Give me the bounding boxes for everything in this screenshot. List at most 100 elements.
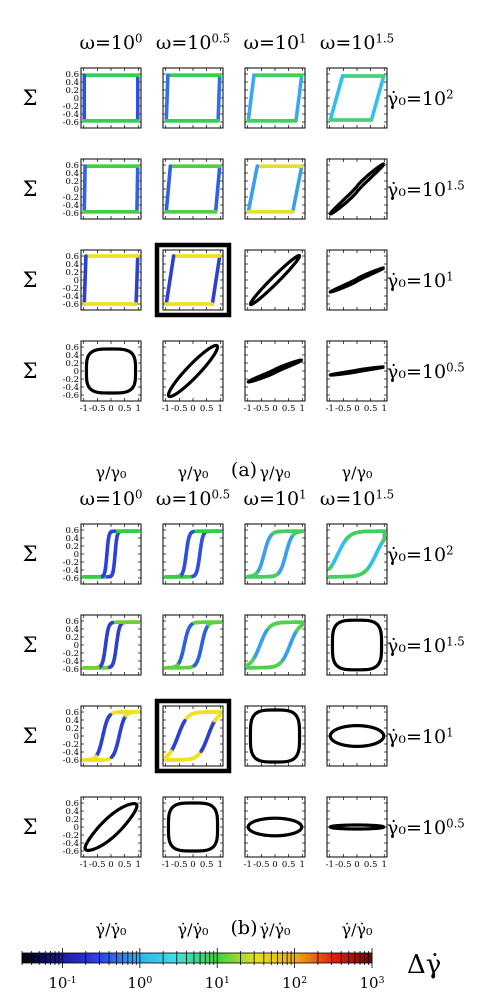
- loop-path: [330, 618, 384, 672]
- y-tick-label: 0.4: [65, 351, 79, 361]
- y-tick-label: 0.4: [65, 169, 79, 179]
- loop-curve: [82, 73, 140, 123]
- y-tick-label: 0.2: [65, 86, 79, 96]
- loop-path: [83, 802, 139, 852]
- loop-path: [246, 358, 304, 384]
- y-tick-label: 0: [74, 641, 79, 651]
- y-tick-label: -0.4: [63, 292, 79, 302]
- subplot: -1 -0.5 0 0.5 1: [162, 340, 224, 414]
- y-tick-label: 0: [74, 732, 79, 742]
- loop-curve: [246, 620, 304, 670]
- x-tick-label: 0.5: [364, 860, 378, 870]
- x-tick-label: -0.5: [89, 860, 105, 870]
- subplot: -1 -0.5 0 0.5 1: [244, 340, 306, 414]
- subplot: [244, 67, 306, 129]
- y-tick-label: -0.6: [63, 756, 79, 766]
- y-tick-label: 0.4: [65, 78, 79, 88]
- loop-segment: [82, 164, 87, 214]
- y-tick-label: -0.6: [63, 665, 79, 675]
- y-tick-label: -0.6: [63, 118, 79, 128]
- x-tick-label: 0: [354, 404, 359, 414]
- x-tick-label: 0.5: [118, 404, 132, 414]
- subplot: 0.60.40.20-0.2-0.4-0.6: [63, 158, 142, 220]
- loop-curve: [166, 343, 220, 399]
- y-tick-label: -0.2: [63, 193, 79, 203]
- subplot: [244, 249, 306, 311]
- column-header: ω=101.5: [320, 488, 394, 510]
- panel-label: (b): [231, 917, 258, 939]
- x-tick-label: -0.5: [171, 404, 187, 414]
- loop-segment: [210, 254, 222, 306]
- subplot: [326, 523, 388, 585]
- loop-curve: [248, 708, 302, 764]
- x-axis-label: γ/γ₀: [178, 463, 209, 482]
- subplot-frame: [162, 67, 224, 129]
- loop-path: [248, 253, 302, 307]
- y-tick-label: 0.6: [65, 799, 79, 809]
- y-tick-label: 0: [74, 276, 79, 286]
- loop-segment: [164, 164, 173, 214]
- column-header: ω=101.5: [320, 32, 394, 54]
- x-tick-label: 0: [190, 860, 195, 870]
- y-tick-label: -0.2: [63, 740, 79, 750]
- subplot: [326, 249, 388, 311]
- x-tick-label: 0: [272, 860, 277, 870]
- panel-b: ω=100 ω=100.5 ω=101 ω=101.5γ̇₀=102Σ0.60.40.…: [23, 488, 465, 939]
- x-tick-label: 0: [354, 860, 359, 870]
- loop-segment: [164, 73, 170, 123]
- loop-curve: [164, 73, 222, 123]
- loop-curve: [164, 164, 222, 214]
- row-header: γ̇₀=101.5: [387, 635, 465, 657]
- loop-segment: [82, 254, 88, 306]
- subplot-frame: [162, 340, 224, 402]
- x-tick-label: 1: [136, 404, 141, 414]
- loop-curve: [166, 801, 220, 853]
- subplot: [162, 158, 224, 220]
- y-axis-label: Σ: [23, 268, 38, 292]
- loop-path: [248, 708, 302, 764]
- subplot-frame: [244, 249, 306, 311]
- subplot: [162, 67, 224, 129]
- y-tick-label: 0.4: [65, 807, 79, 817]
- highlight-box: [154, 698, 232, 774]
- x-tick-label: -1: [244, 404, 252, 414]
- colorbar: 10-1 100 101 102 103 Δγ̇: [21, 948, 441, 992]
- y-tick-label: -0.6: [63, 847, 79, 857]
- y-tick-label: 0.2: [65, 724, 79, 734]
- loop-curve: [82, 529, 140, 579]
- x-tick-label: 0: [108, 860, 113, 870]
- loop-segment: [369, 74, 386, 122]
- loop-curve: [328, 365, 386, 377]
- x-tick-label: 0: [108, 404, 113, 414]
- subplot: 0.60.40.20-0.2-0.4-0.6: [63, 614, 142, 676]
- row-header: γ̇₀=100.5: [387, 817, 465, 839]
- x-tick-label: -0.5: [335, 860, 351, 870]
- loop-curve: [164, 620, 222, 670]
- colorbar-gradient: [21, 952, 373, 964]
- loop-path: [166, 801, 220, 853]
- loop-curve: [246, 816, 304, 838]
- subplot: [326, 614, 388, 676]
- colorbar-title: Δγ̇: [407, 950, 441, 980]
- x-tick-label: -1: [244, 860, 252, 870]
- subplot: 0.60.40.20-0.2-0.4-0.6: [63, 67, 142, 129]
- y-tick-label: 0: [74, 367, 79, 377]
- x-tick-label: -1: [326, 860, 334, 870]
- loop-curve: [82, 710, 140, 762]
- subplot: 0.60.40.20-0.2-0.4-0.6-1 -0.5 0 0.5 1: [63, 796, 142, 870]
- x-tick-label: 1: [382, 404, 387, 414]
- y-tick-label: 0.2: [65, 177, 79, 187]
- loop-segment: [213, 164, 222, 214]
- subplot: 0.60.40.20-0.2-0.4-0.6: [63, 523, 142, 585]
- x-tick-label: -1: [80, 404, 88, 414]
- loop-curve: [248, 253, 302, 307]
- y-tick-label: -0.6: [63, 391, 79, 401]
- x-tick-label: -0.5: [335, 404, 351, 414]
- loop-curve: [328, 724, 386, 748]
- subplot: [326, 158, 388, 220]
- x-tick-label: -0.5: [89, 404, 105, 414]
- y-tick-label: 0.6: [65, 252, 79, 262]
- x-axis-label: γ̇/γ̇₀: [96, 920, 127, 939]
- subplot: -1 -0.5 0 0.5 1: [326, 796, 388, 870]
- loop-segment: [164, 254, 176, 306]
